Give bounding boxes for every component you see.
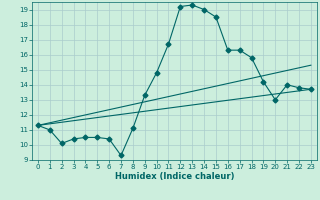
X-axis label: Humidex (Indice chaleur): Humidex (Indice chaleur) <box>115 172 234 181</box>
